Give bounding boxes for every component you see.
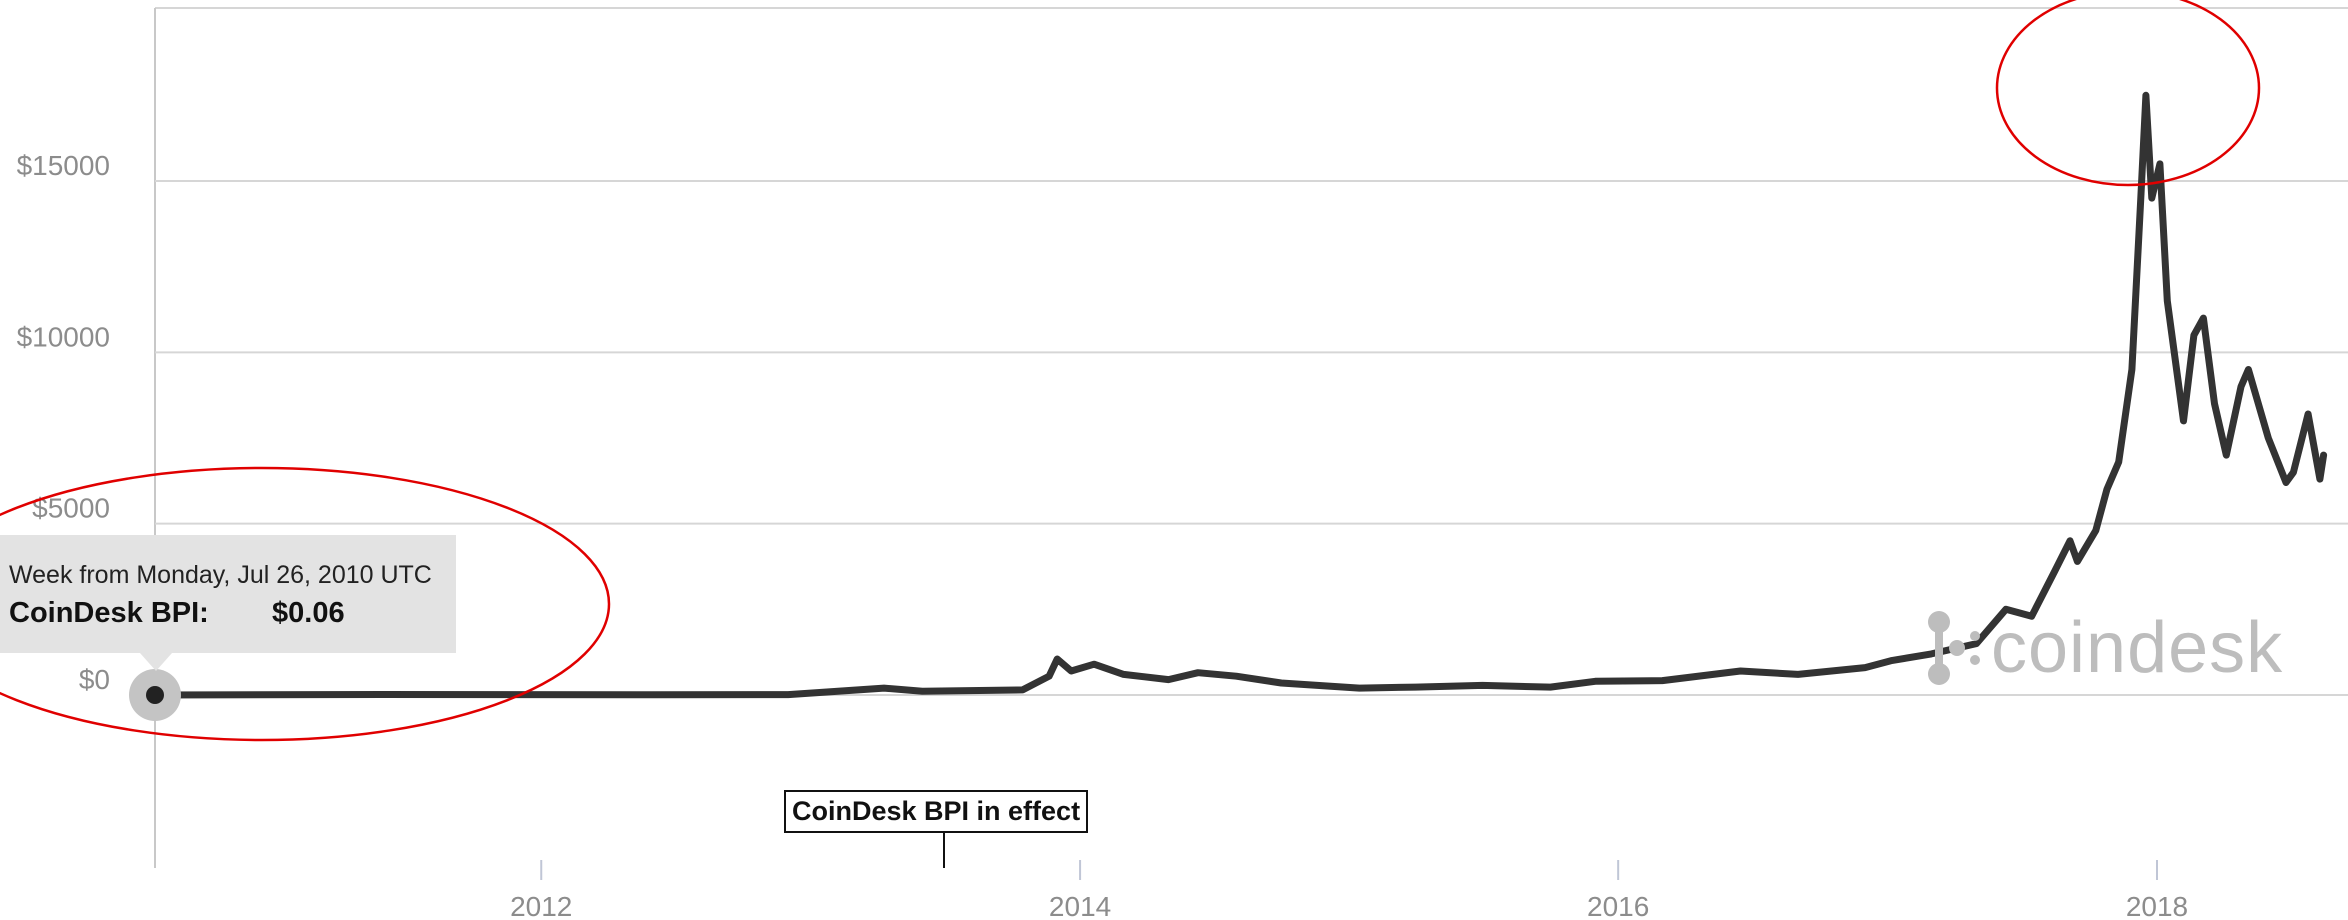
x-tick-label: 2014 (1049, 891, 1111, 920)
coindesk-watermark: coindesk (1925, 608, 2283, 688)
tooltip-highlight-circle (0, 466, 611, 742)
tooltip-value-row: CoinDesk BPI: $0.06 (9, 597, 456, 630)
hover-point[interactable] (146, 685, 164, 704)
y-tick-label: $10000 (17, 321, 110, 352)
x-tick-label: 2018 (2126, 891, 2188, 920)
grid-lines (154, 7, 2348, 868)
y-tick-label: $0 (79, 664, 110, 695)
watermark-text: coindesk (1991, 608, 2284, 688)
x-tick-label: 2012 (510, 891, 572, 920)
bpi-annotation-label: CoinDesk BPI in effect (784, 790, 1089, 833)
y-axis-ticks: $0$5000$10000$15000 (17, 150, 110, 695)
bpi-annotation-tick (943, 833, 945, 868)
coindesk-logo-icon (1928, 611, 1980, 685)
highlight-circles (0, 0, 2261, 742)
tooltip-date: Week from Monday, Jul 26, 2010 UTC (9, 561, 432, 589)
price-tooltip: Week from Monday, Jul 26, 2010 UTC CoinD… (0, 535, 456, 653)
y-tick-label: $15000 (17, 150, 110, 181)
tooltip-pointer (140, 653, 172, 671)
peak-highlight-circle (1995, 0, 2261, 187)
tooltip-label: CoinDesk BPI: (9, 597, 209, 629)
tooltip-value: $0.06 (272, 597, 345, 629)
x-tick-label: 2016 (1587, 891, 1649, 920)
price-series-line (151, 91, 2328, 699)
x-axis-ticks: 2012 2014 2016 2018 (510, 860, 2188, 920)
